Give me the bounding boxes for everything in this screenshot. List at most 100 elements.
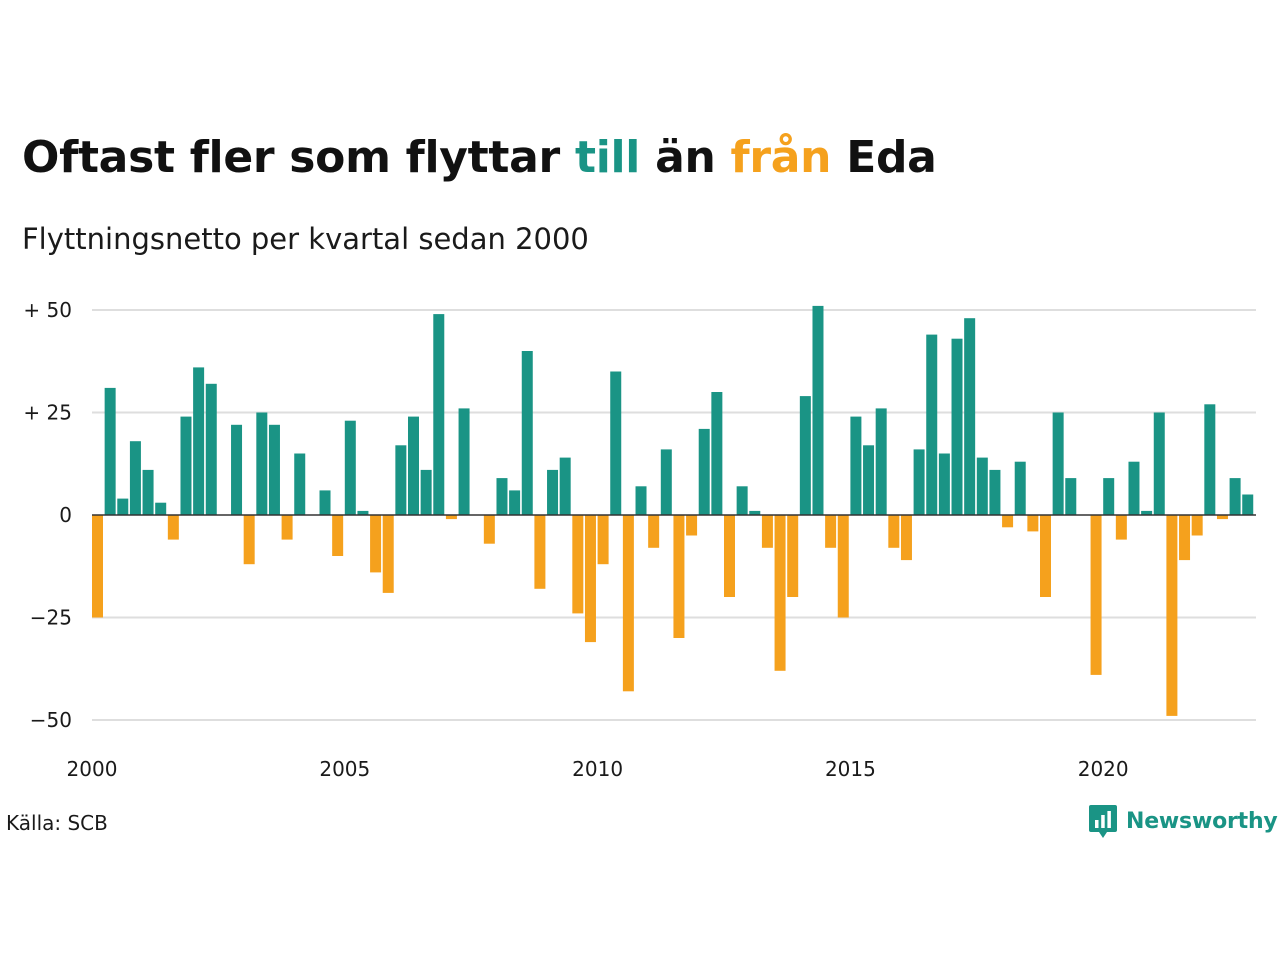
brand-logo: Newsworthy — [1088, 803, 1278, 839]
bar — [660, 449, 672, 515]
bar — [610, 371, 622, 515]
bar — [1040, 515, 1051, 597]
bar — [1014, 461, 1026, 515]
bar — [193, 367, 205, 515]
bar — [1128, 461, 1140, 515]
y-tick-label: + 25 — [23, 401, 72, 425]
bar — [1166, 515, 1178, 716]
bar — [812, 305, 824, 515]
bar — [825, 515, 837, 548]
bar — [559, 457, 571, 515]
bar — [104, 387, 116, 515]
bar — [1052, 412, 1064, 515]
title-part-1: Oftast fler som flyttar — [22, 132, 575, 183]
bar — [1153, 412, 1165, 515]
bar — [686, 515, 698, 536]
title-part-3: än — [640, 132, 731, 183]
x-tick-label: 2020 — [1078, 757, 1129, 781]
bar — [1141, 510, 1153, 515]
bar — [534, 515, 546, 589]
bar — [496, 478, 508, 515]
bar — [357, 510, 369, 515]
bar — [837, 515, 849, 618]
y-tick-label: + 50 — [23, 298, 72, 322]
bar — [420, 469, 432, 515]
bar — [989, 469, 1001, 515]
chart-title: Oftast fler som flyttar till än från Eda — [22, 132, 937, 183]
bar — [382, 515, 394, 593]
bar — [1229, 478, 1241, 515]
bar — [142, 469, 154, 515]
bar — [344, 420, 356, 515]
title-highlight-till: till — [574, 132, 641, 183]
bar — [445, 515, 457, 520]
bar — [926, 334, 938, 515]
bar — [597, 515, 609, 565]
brand-name: Newsworthy — [1126, 808, 1278, 834]
bar — [964, 318, 976, 515]
bar — [888, 515, 900, 548]
bar — [180, 416, 192, 515]
bar — [951, 338, 963, 515]
bar — [1065, 478, 1077, 515]
bar — [281, 515, 293, 540]
newsworthy-logo-icon — [1089, 805, 1117, 838]
chart-subtitle: Flyttningsnetto per kvartal sedan 2000 — [22, 222, 589, 256]
source-note: Källa: SCB — [6, 811, 108, 835]
bar — [167, 515, 179, 540]
title-highlight-fran: från — [730, 132, 832, 183]
bar — [1179, 515, 1191, 561]
bar — [370, 515, 382, 573]
y-tick-label: 0 — [59, 503, 72, 527]
bar — [1103, 478, 1115, 515]
bar — [787, 515, 799, 597]
bar — [483, 515, 495, 544]
y-tick-label: −50 — [30, 708, 72, 732]
bar — [155, 502, 167, 515]
bar — [774, 515, 786, 671]
axes: + 50 + 25 0 −25 −50 2000 2005 2010 2015 2020 — [23, 298, 1256, 781]
x-tick-label: 2010 — [572, 757, 623, 781]
bar — [92, 515, 103, 618]
bar — [736, 486, 748, 515]
bar — [433, 314, 445, 515]
bar — [648, 515, 660, 548]
bar — [850, 416, 862, 515]
bar — [900, 515, 912, 561]
bar — [408, 416, 419, 515]
bar — [913, 449, 925, 515]
bar — [395, 445, 407, 515]
bar — [1191, 515, 1203, 536]
bar — [1115, 515, 1127, 540]
x-tick-label: 2005 — [319, 757, 370, 781]
bar — [622, 515, 634, 692]
y-tick-label: −25 — [30, 606, 72, 630]
bar — [1204, 404, 1216, 515]
bar — [1002, 515, 1014, 528]
bar — [1027, 515, 1039, 532]
bar — [711, 392, 723, 515]
bar — [1242, 494, 1254, 515]
x-tick-label: 2015 — [825, 757, 876, 781]
bar — [976, 457, 988, 515]
bar — [698, 428, 710, 515]
bar — [1216, 515, 1228, 520]
bar — [863, 445, 875, 515]
bar — [724, 515, 735, 597]
bar — [572, 515, 584, 614]
bar — [875, 408, 887, 515]
bar — [799, 396, 811, 515]
bar — [268, 424, 280, 515]
title-part-5: Eda — [831, 132, 937, 183]
bar — [332, 515, 344, 556]
bar — [584, 515, 596, 643]
bar — [749, 510, 761, 515]
x-tick-label: 2000 — [67, 757, 118, 781]
bar — [129, 441, 141, 515]
bar — [673, 515, 685, 638]
bar — [205, 383, 217, 515]
bar — [294, 453, 306, 515]
bar — [231, 424, 243, 515]
bar — [1090, 515, 1102, 675]
bar — [117, 498, 129, 515]
